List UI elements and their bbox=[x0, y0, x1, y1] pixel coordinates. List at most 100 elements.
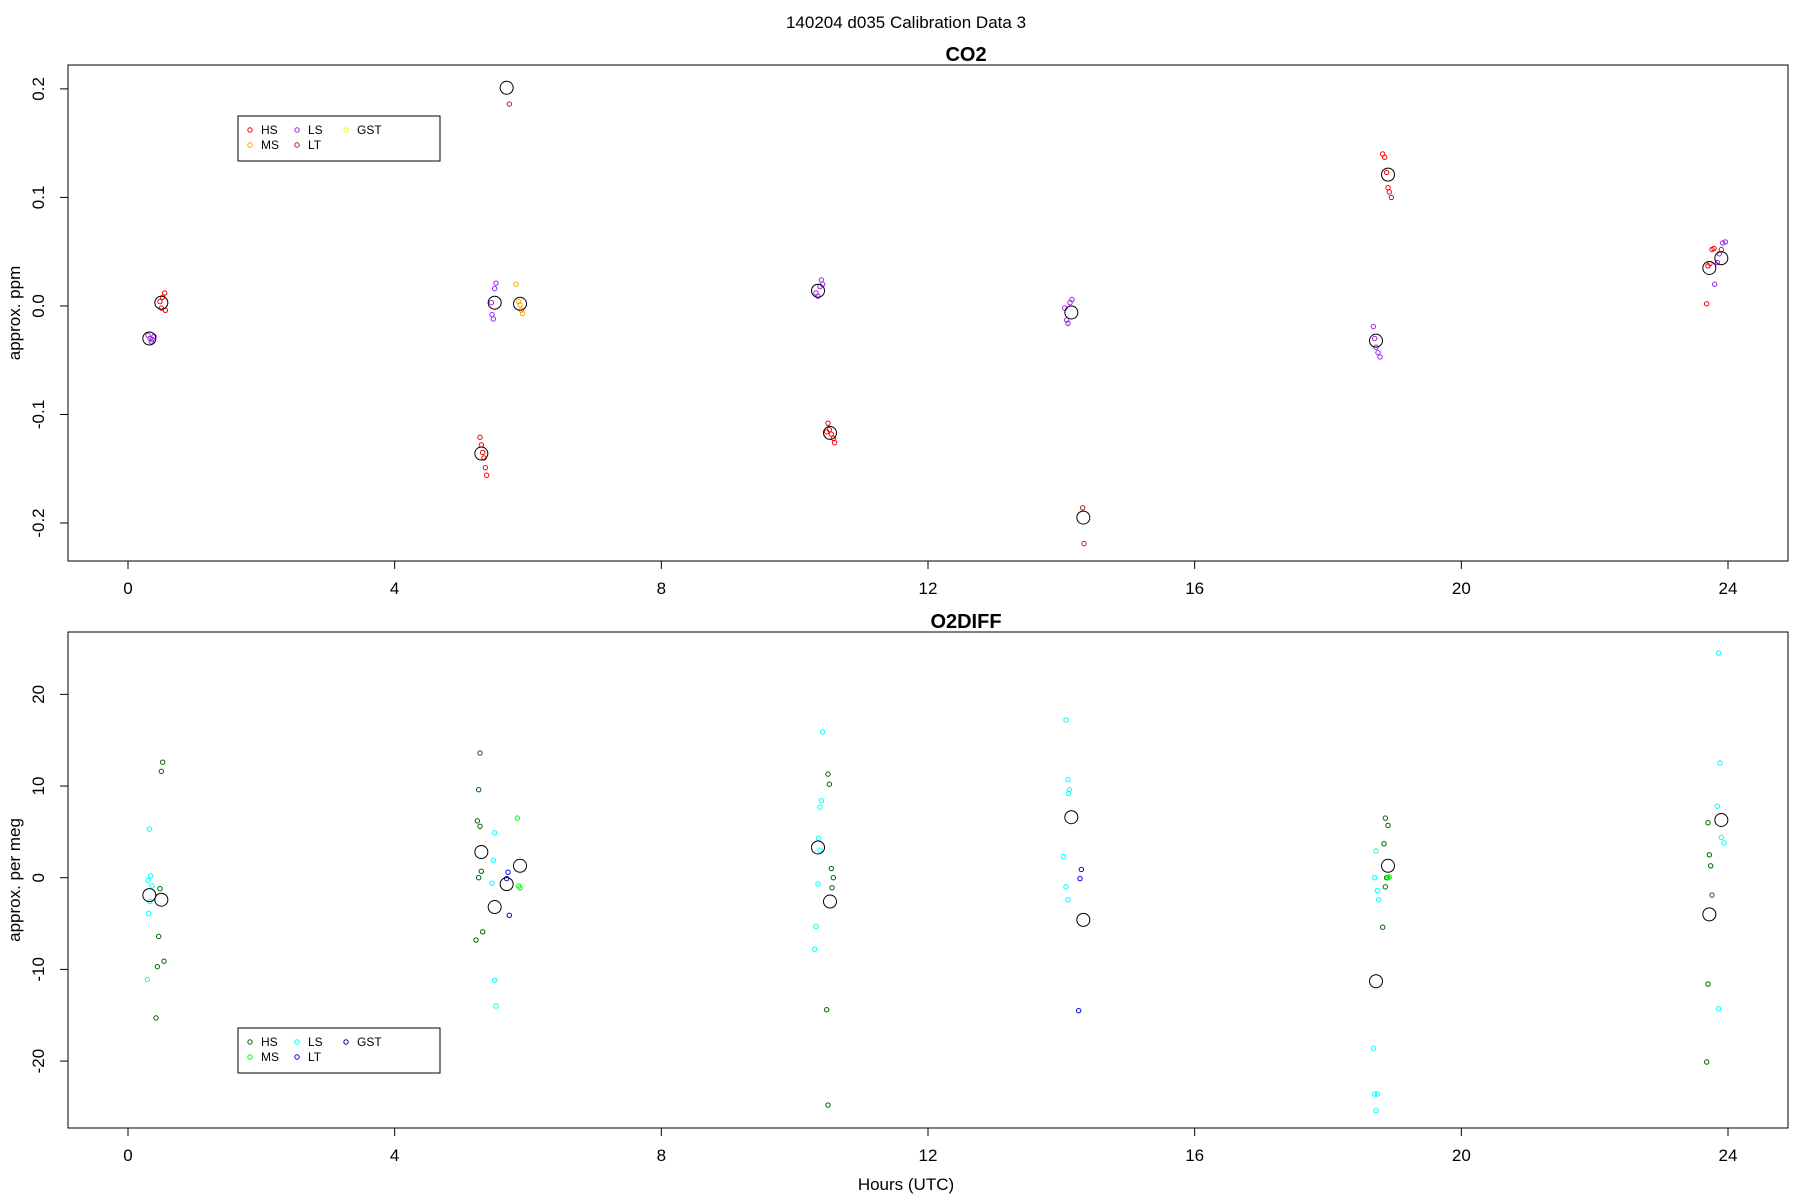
data-point bbox=[1709, 892, 1715, 898]
x-tick-label: 0 bbox=[123, 579, 132, 598]
legend-marker bbox=[294, 127, 300, 133]
data-point bbox=[1722, 239, 1729, 245]
legend-label: HS bbox=[261, 1035, 278, 1049]
legend-marker bbox=[343, 1039, 349, 1045]
x-tick-label: 0 bbox=[123, 1146, 132, 1165]
data-point bbox=[1382, 815, 1389, 821]
data-point bbox=[1388, 194, 1395, 201]
data-point bbox=[1707, 863, 1714, 869]
data-point bbox=[825, 420, 831, 426]
co2-title: CO2 bbox=[945, 44, 986, 66]
legend-label: LS bbox=[308, 123, 323, 137]
data-point bbox=[828, 865, 835, 872]
data-point bbox=[823, 1007, 830, 1013]
data-point bbox=[1706, 852, 1713, 858]
data-point bbox=[1705, 981, 1711, 987]
data-point bbox=[819, 729, 826, 735]
mean-marker bbox=[1714, 251, 1729, 266]
data-point bbox=[148, 339, 155, 345]
data-point bbox=[1065, 790, 1072, 797]
data-point bbox=[1371, 335, 1378, 342]
data-point bbox=[1382, 884, 1389, 890]
x-tick-label: 24 bbox=[1719, 579, 1738, 598]
y-tick-label: -10 bbox=[29, 957, 48, 982]
co2-series-lt bbox=[506, 101, 1087, 547]
o2diff-series-ms bbox=[514, 815, 1393, 891]
legend-marker bbox=[294, 1054, 300, 1060]
legend-label: MS bbox=[261, 1050, 279, 1064]
data-point bbox=[825, 771, 831, 777]
data-point bbox=[474, 818, 481, 824]
x-tick-label: 12 bbox=[919, 579, 938, 598]
data-point bbox=[1715, 650, 1722, 656]
mean-marker bbox=[1714, 812, 1729, 827]
mean-marker bbox=[823, 425, 837, 440]
figure-title: 140204 d035 Calibration Data 3 bbox=[786, 13, 1026, 32]
data-point bbox=[478, 868, 485, 874]
data-point bbox=[158, 768, 165, 775]
data-point bbox=[1374, 1091, 1381, 1097]
legend-label: GST bbox=[357, 123, 382, 137]
mean-marker bbox=[487, 295, 502, 310]
data-point bbox=[1385, 184, 1391, 191]
data-point bbox=[515, 298, 522, 305]
data-point bbox=[477, 434, 483, 440]
data-point bbox=[149, 883, 155, 889]
x-tick-label: 4 bbox=[390, 579, 399, 598]
o2diff-y-axis-label: approx. per meg bbox=[5, 818, 24, 942]
data-point bbox=[1375, 897, 1382, 903]
data-point bbox=[488, 299, 495, 306]
data-point bbox=[161, 290, 168, 296]
mean-marker bbox=[513, 858, 527, 873]
y-tick-label: -0.1 bbox=[29, 400, 48, 429]
data-point bbox=[1077, 875, 1083, 882]
legend-marker bbox=[247, 1054, 253, 1060]
data-point bbox=[823, 429, 830, 435]
data-point bbox=[1075, 1007, 1082, 1014]
data-point bbox=[1066, 786, 1073, 793]
data-point bbox=[147, 873, 154, 879]
mean-marker bbox=[499, 877, 514, 892]
data-point bbox=[146, 826, 153, 832]
data-point bbox=[831, 439, 838, 446]
o2diff-means bbox=[142, 810, 1729, 989]
data-point bbox=[1381, 154, 1388, 160]
legend-marker bbox=[247, 1039, 253, 1045]
co2-series-ls bbox=[145, 239, 1729, 360]
data-point bbox=[489, 880, 495, 886]
data-point bbox=[157, 886, 163, 892]
data-point bbox=[159, 759, 166, 765]
data-point bbox=[153, 1015, 159, 1021]
mean-marker bbox=[1381, 858, 1395, 873]
data-point bbox=[145, 910, 152, 917]
data-point bbox=[1370, 1045, 1377, 1051]
data-point bbox=[144, 976, 151, 983]
data-point bbox=[1065, 320, 1071, 327]
o2diff-title: O2DIFF bbox=[930, 611, 1001, 633]
data-point bbox=[517, 302, 523, 308]
data-point bbox=[1377, 354, 1383, 360]
y-tick-label: 0.1 bbox=[29, 186, 48, 210]
data-point bbox=[482, 464, 489, 471]
data-point bbox=[493, 280, 499, 286]
x-tick-label: 12 bbox=[919, 1146, 938, 1165]
y-tick-label: 20 bbox=[29, 685, 48, 704]
legend-marker bbox=[247, 142, 253, 148]
data-point bbox=[815, 293, 821, 299]
data-point bbox=[519, 310, 526, 317]
data-point bbox=[1374, 887, 1381, 894]
data-point bbox=[818, 277, 825, 283]
data-point bbox=[513, 281, 519, 287]
data-point bbox=[1079, 505, 1086, 511]
data-point bbox=[479, 449, 486, 456]
data-point bbox=[1705, 819, 1711, 826]
mean-marker bbox=[1369, 974, 1383, 989]
data-point bbox=[829, 885, 835, 891]
legend-marker bbox=[343, 127, 349, 133]
data-point bbox=[1370, 323, 1377, 330]
data-point bbox=[1373, 848, 1379, 854]
y-tick-label: 10 bbox=[29, 777, 48, 796]
data-point bbox=[1381, 841, 1387, 847]
co2-means bbox=[142, 80, 1729, 525]
